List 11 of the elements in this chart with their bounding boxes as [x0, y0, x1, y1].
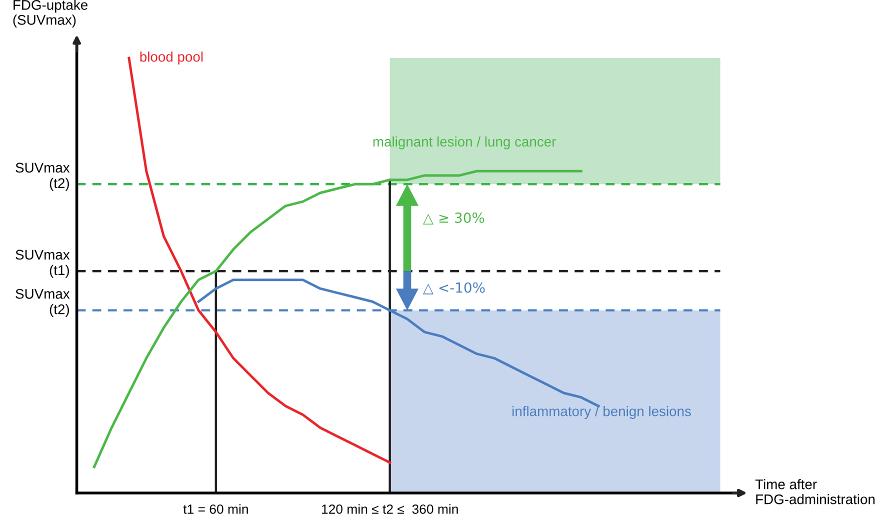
ref-line-label: SUVmax (t1): [16, 250, 70, 278]
ref-line-label: SUVmax (t2): [16, 288, 70, 317]
y-axis-title: FDG-uptake (SUVmax): [13, 0, 88, 28]
annotation: △ ≥ 30%: [422, 212, 484, 225]
series-label: blood pool: [140, 52, 203, 64]
x-tick-label: t1 = 60 min: [183, 504, 248, 514]
annotation: △ <-10%: [422, 282, 485, 294]
ref-line-label: SUVmax (t2): [16, 162, 70, 191]
x-tick-label: 120 min ≤ t2 ≤ 360 min: [322, 504, 458, 514]
series-label: malignant lesion / lung cancer: [373, 136, 556, 150]
x-axis-title: Time after FDG-administration: [755, 479, 875, 504]
